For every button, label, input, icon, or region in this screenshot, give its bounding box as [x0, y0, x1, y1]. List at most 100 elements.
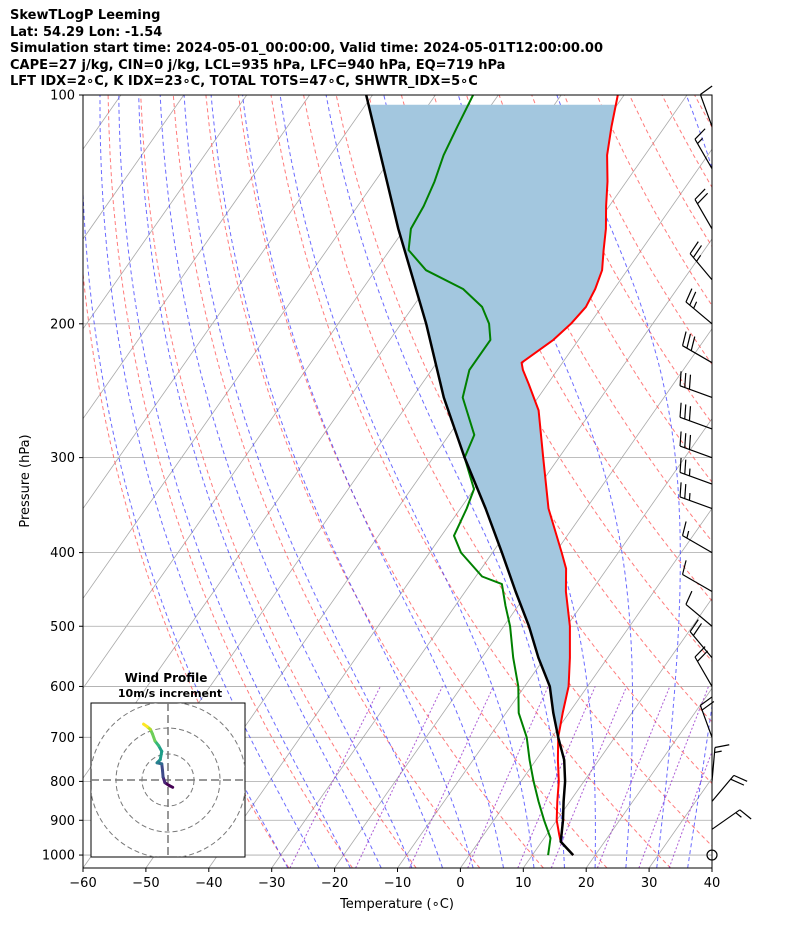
dry-adiabat — [466, 95, 712, 543]
y-tick-label: 1000 — [42, 849, 75, 864]
barb-flag — [694, 128, 706, 140]
x-axis-label: Temperature (∘C) — [339, 897, 454, 912]
dry-adiabat — [760, 95, 794, 868]
y-tick-label: 900 — [50, 814, 75, 829]
stability-indices-1: CAPE=27 j/kg, CIN=0 j/kg, LCL=935 hPa, L… — [10, 57, 506, 73]
dry-adiabat — [83, 269, 290, 868]
barb-half-flag — [735, 812, 742, 818]
stability-indices-2: LFT IDX=2∘C, K IDX=23∘C, TOTAL TOTS=47∘C… — [10, 74, 478, 89]
isotherm-line — [397, 418, 712, 868]
barb-flag — [701, 701, 715, 711]
wind-barb — [694, 188, 713, 230]
barb-shaft — [679, 471, 713, 485]
moist-adiabat — [99, 95, 320, 868]
moist-adiabat — [457, 95, 634, 868]
isotherm-line — [460, 507, 712, 868]
barb-flag — [679, 431, 682, 447]
barb-flag — [685, 590, 693, 605]
wind-barb — [681, 331, 713, 364]
barb-flag — [689, 291, 697, 306]
barb-shaft — [694, 138, 713, 169]
barb-shaft — [682, 535, 713, 554]
mixing-ratio-line — [638, 686, 709, 868]
barb-flag — [688, 406, 692, 421]
barb-flag — [684, 484, 687, 499]
barb-flag — [692, 623, 703, 636]
dry-adiabat — [694, 95, 712, 129]
hodograph: Wind Profile 10m/s increment — [90, 671, 246, 858]
barb-shaft — [711, 747, 716, 782]
wind-barb — [689, 619, 713, 659]
barb-shaft — [711, 774, 735, 802]
barb-half-flag — [693, 301, 698, 309]
barb-shaft — [682, 345, 713, 364]
dry-adiabat — [140, 95, 417, 868]
wind-barbs — [679, 85, 752, 868]
isotherm-line — [522, 597, 712, 868]
station-title: SkewTLogP Leeming — [10, 8, 161, 23]
wind-barb — [689, 241, 713, 281]
wind-barb — [711, 774, 748, 802]
wind-barb — [679, 402, 713, 430]
wind-barb — [679, 482, 713, 510]
barb-flag — [688, 374, 692, 390]
moist-adiabat — [159, 95, 413, 868]
barb-shaft — [699, 705, 713, 738]
isotherm-line — [334, 328, 712, 868]
barb-flag — [730, 778, 745, 786]
barb-flag — [681, 331, 687, 346]
isotherm-line — [648, 777, 712, 868]
hodograph-segment — [142, 722, 149, 729]
dry-adiabat — [661, 95, 712, 189]
simulation-times: Simulation start time: 2024-05-01_00:00:… — [10, 41, 603, 56]
barb-shaft — [699, 94, 713, 127]
wind-barb — [711, 809, 752, 830]
hodograph-subtitle: 10m/s increment — [118, 687, 222, 700]
barb-shaft — [679, 416, 713, 430]
barb-half-flag — [696, 254, 702, 262]
isotherm-line — [83, 95, 310, 420]
barb-flag — [689, 241, 699, 255]
x-tick-label: −20 — [321, 876, 348, 891]
isotherm-line — [711, 867, 712, 868]
calm-wind-marker — [706, 849, 718, 861]
wind-barb — [685, 288, 713, 325]
parcel-path — [364, 95, 575, 856]
dry-adiabat — [596, 95, 712, 307]
hodograph-title: Wind Profile — [125, 671, 208, 685]
cape-area — [368, 104, 616, 747]
mixing-ratio-line — [550, 686, 628, 868]
barb-shaft — [679, 496, 713, 510]
wind-barb — [711, 744, 730, 782]
barb-flag — [686, 333, 692, 349]
x-tick-label: 40 — [704, 876, 721, 891]
barb-flag — [688, 434, 692, 450]
mixing-ratio-line — [596, 686, 671, 868]
wind-barb — [679, 371, 713, 399]
moist-adiabat — [719, 95, 794, 868]
barb-half-flag — [714, 750, 722, 754]
y-tick-label: 500 — [50, 620, 75, 635]
x-tick-label: 20 — [578, 876, 595, 891]
barb-shaft — [694, 199, 713, 230]
barb-flag — [684, 372, 687, 388]
barb-flag — [697, 192, 709, 205]
dry-adiabat — [270, 95, 671, 868]
station-coordinates: Lat: 54.29 Lon: -1.54 — [10, 24, 163, 40]
isotherm-line — [83, 95, 436, 600]
dry-adiabat — [433, 95, 712, 602]
wind-barb — [679, 457, 713, 485]
dry-adiabat — [238, 95, 608, 868]
barb-flag — [679, 457, 682, 473]
x-tick-label: 10 — [515, 876, 532, 891]
wind-barb — [694, 646, 713, 687]
isotherm-line — [83, 95, 185, 240]
dry-adiabat — [172, 95, 481, 868]
barb-flag — [733, 774, 748, 782]
barb-flag — [684, 433, 687, 448]
x-tick-label: −30 — [258, 876, 285, 891]
moist-adiabat — [279, 95, 535, 868]
barb-shaft — [679, 445, 713, 459]
x-tick-label: −40 — [195, 876, 222, 891]
